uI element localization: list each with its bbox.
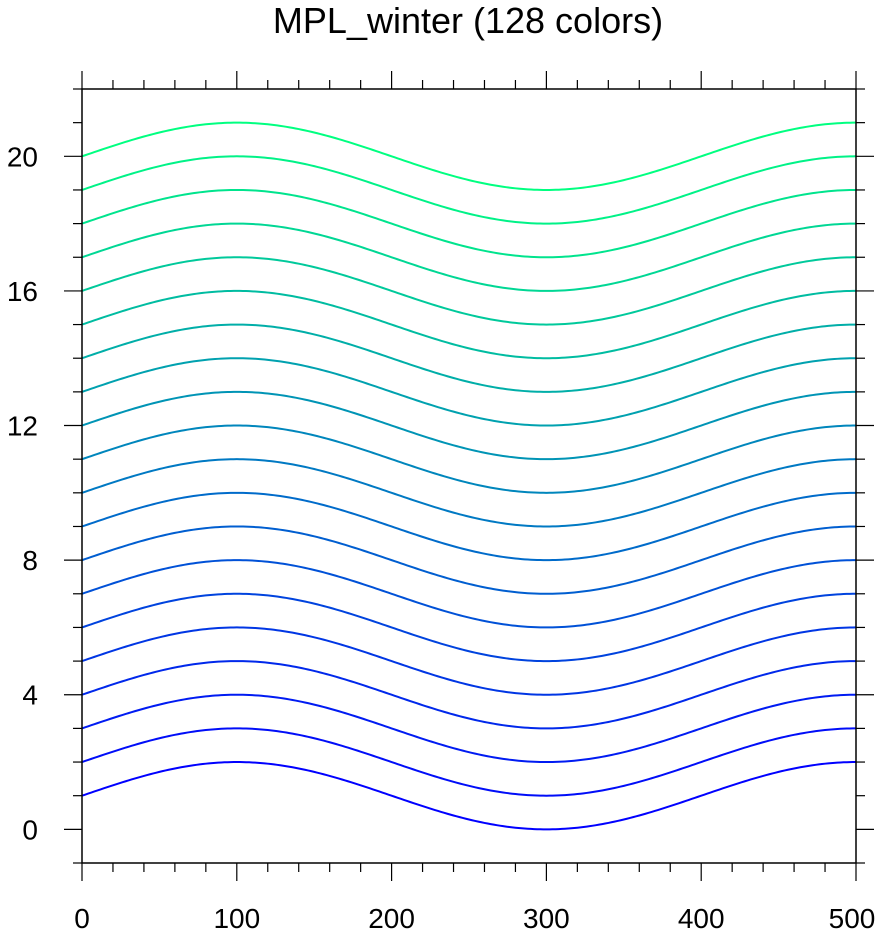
y-tick-label: 8	[22, 545, 38, 576]
x-tick-label: 100	[213, 903, 260, 934]
series-line-7	[81, 559, 857, 629]
series-line-15	[81, 289, 857, 360]
series-line-13	[81, 357, 857, 427]
series-layer	[81, 121, 857, 831]
series-line-5	[81, 626, 857, 696]
series-line-16	[81, 256, 857, 326]
series-line-11	[81, 424, 857, 494]
x-tick-label: 300	[523, 903, 570, 934]
series-line-12	[81, 390, 857, 461]
y-tick-label: 0	[22, 814, 38, 845]
series-line-3	[81, 693, 857, 764]
series-line-1	[81, 761, 857, 831]
y-tick-label: 16	[7, 276, 38, 307]
series-line-6	[81, 592, 857, 663]
y-tick-label: 12	[7, 411, 38, 442]
x-tick-label: 500	[829, 903, 876, 934]
series-line-9	[81, 491, 857, 562]
x-tick-label: 400	[678, 903, 725, 934]
axis-layer: 0 100 200 300 400 500 0 4 8 12 16 20	[7, 71, 876, 934]
series-line-8	[81, 525, 857, 595]
series-line-2	[81, 727, 857, 797]
series-line-17	[81, 222, 857, 292]
series-line-18	[81, 188, 857, 259]
series-line-10	[81, 458, 857, 528]
x-tick-label: 0	[74, 903, 90, 934]
y-tick-label: 4	[22, 680, 38, 711]
series-line-14	[81, 323, 857, 393]
y-tick-label: 20	[7, 141, 38, 172]
series-line-4	[81, 660, 857, 730]
chart-title: MPL_winter (128 colors)	[273, 0, 663, 41]
x-tick-label: 200	[368, 903, 415, 934]
series-line-20	[81, 121, 857, 191]
series-line-19	[81, 155, 857, 225]
plot-frame	[81, 88, 857, 864]
